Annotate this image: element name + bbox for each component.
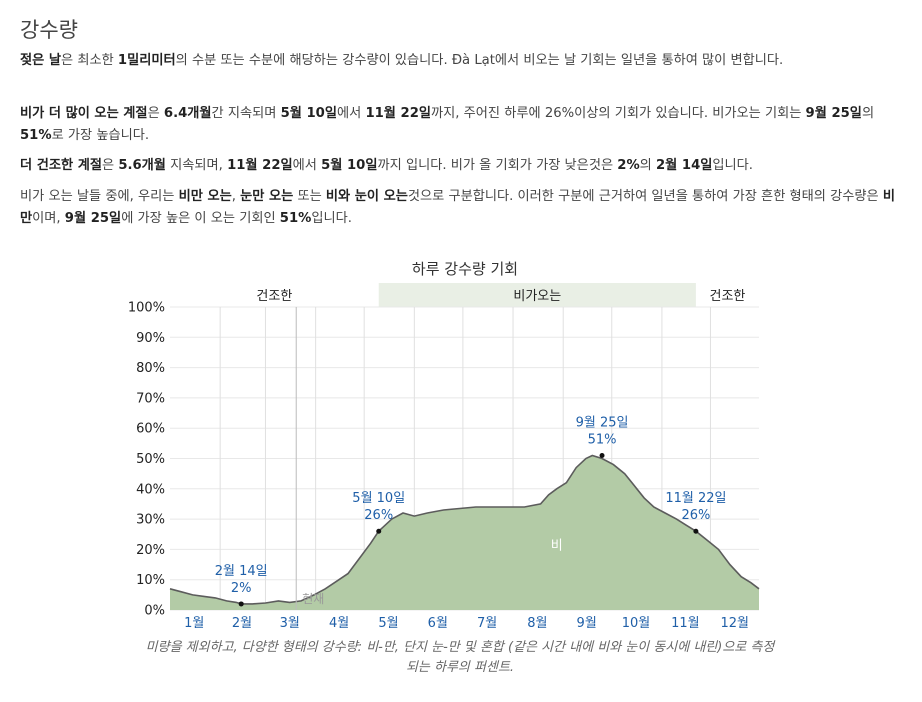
season-band-1	[378, 283, 696, 307]
season-label-0: 건조한	[256, 289, 292, 304]
wet-day-definition: 젖은 날은 최소한 1밀리미터의 수분 또는 수분에 해당하는 강수량이 있습니…	[20, 53, 784, 68]
rain-area	[170, 455, 759, 610]
annotation-dot-0	[238, 601, 244, 607]
dry-season-summary: 더 건조한 계절은 5.6개월 지속되며, 11월 22일에서 5월 10일까지…	[20, 158, 753, 173]
y-tick-label-8: 80%	[136, 361, 165, 376]
x-tick-label-11: 12월	[720, 616, 749, 631]
annotation-value-3: 26%	[681, 508, 710, 523]
chart-title: 하루 강수량 기회	[412, 260, 518, 278]
precipitation-type-summary: 비가 오는 날들 중에, 우리는 비만 오는, 눈만 오는 또는 비와 눈이 오…	[20, 189, 895, 226]
annotation-date-1: 5월 10일	[352, 491, 405, 506]
x-tick-label-9: 10월	[622, 616, 651, 631]
y-tick-label-0: 0%	[144, 604, 165, 619]
rain-line	[169, 454, 760, 605]
x-tick-label-5: 6월	[428, 616, 448, 631]
wet-season-summary: 비가 더 많이 오는 계절은 6.4개월간 지속되며 5월 10일에서 11월 …	[20, 106, 875, 143]
annotation-value-1: 26%	[364, 508, 393, 523]
annotation-dot-1	[376, 528, 382, 534]
x-tick-label-6: 7월	[477, 616, 497, 631]
annotation-dot-3	[693, 528, 699, 534]
chart-area: 비현재	[169, 307, 760, 610]
precipitation-chart: 하루 강수량 기회 건조한 비가오는 건조한 0% 10% 20% 30% 40% 50% 60…	[128, 260, 760, 631]
annotation-date-2: 9월 25일	[576, 415, 629, 430]
x-axis: 1월 2월 3월 4월 5월 6월 7월 8월 9월 10월 11월 12월	[184, 616, 749, 631]
y-axis: 0% 10% 20% 30% 40% 50% 60% 70% 80% 90% 100%	[128, 301, 165, 619]
y-tick-label-7: 70%	[136, 391, 165, 406]
y-tick-label-9: 90%	[136, 331, 165, 346]
y-tick-label-6: 60%	[136, 422, 165, 437]
annotation-date-3: 11월 22일	[665, 491, 726, 506]
page-title: 강수량	[20, 18, 78, 42]
chart-annotations: 2월 14일 2% 5월 10일 26% 9월 25일 51% 11월 22일 26%	[215, 415, 726, 607]
x-tick-label-10: 11월	[671, 616, 700, 631]
y-tick-label-2: 20%	[136, 543, 165, 558]
annotation-value-2: 51%	[588, 432, 617, 447]
x-tick-label-2: 3월	[280, 616, 300, 631]
today-label: 현재	[302, 592, 324, 606]
season-bands: 건조한 비가오는 건조한	[256, 283, 745, 307]
season-label-2: 건조한	[710, 289, 746, 304]
y-tick-label-3: 30%	[136, 513, 165, 528]
x-tick-label-8: 9월	[577, 616, 597, 631]
x-tick-label-7: 8월	[527, 616, 547, 631]
annotation-dot-2	[599, 452, 605, 458]
annotation-date-0: 2월 14일	[215, 564, 268, 579]
x-tick-label-0: 1월	[184, 616, 204, 631]
y-tick-label-1: 10%	[136, 573, 165, 588]
season-label-1: 비가오는	[513, 289, 561, 304]
x-tick-label-4: 5월	[378, 616, 398, 631]
y-tick-label-5: 50%	[136, 452, 165, 467]
y-tick-label-10: 100%	[128, 301, 165, 316]
y-tick-label-4: 40%	[136, 482, 165, 497]
annotation-value-0: 2%	[231, 581, 252, 596]
series-label-rain: 비	[551, 538, 563, 553]
x-tick-label-3: 4월	[329, 616, 349, 631]
x-tick-label-1: 2월	[232, 616, 252, 631]
chart-caption: 미량을 제외하고, 다양한 형태의 강수량: 비-만, 단지 눈-만 및 혼합 …	[145, 640, 775, 675]
